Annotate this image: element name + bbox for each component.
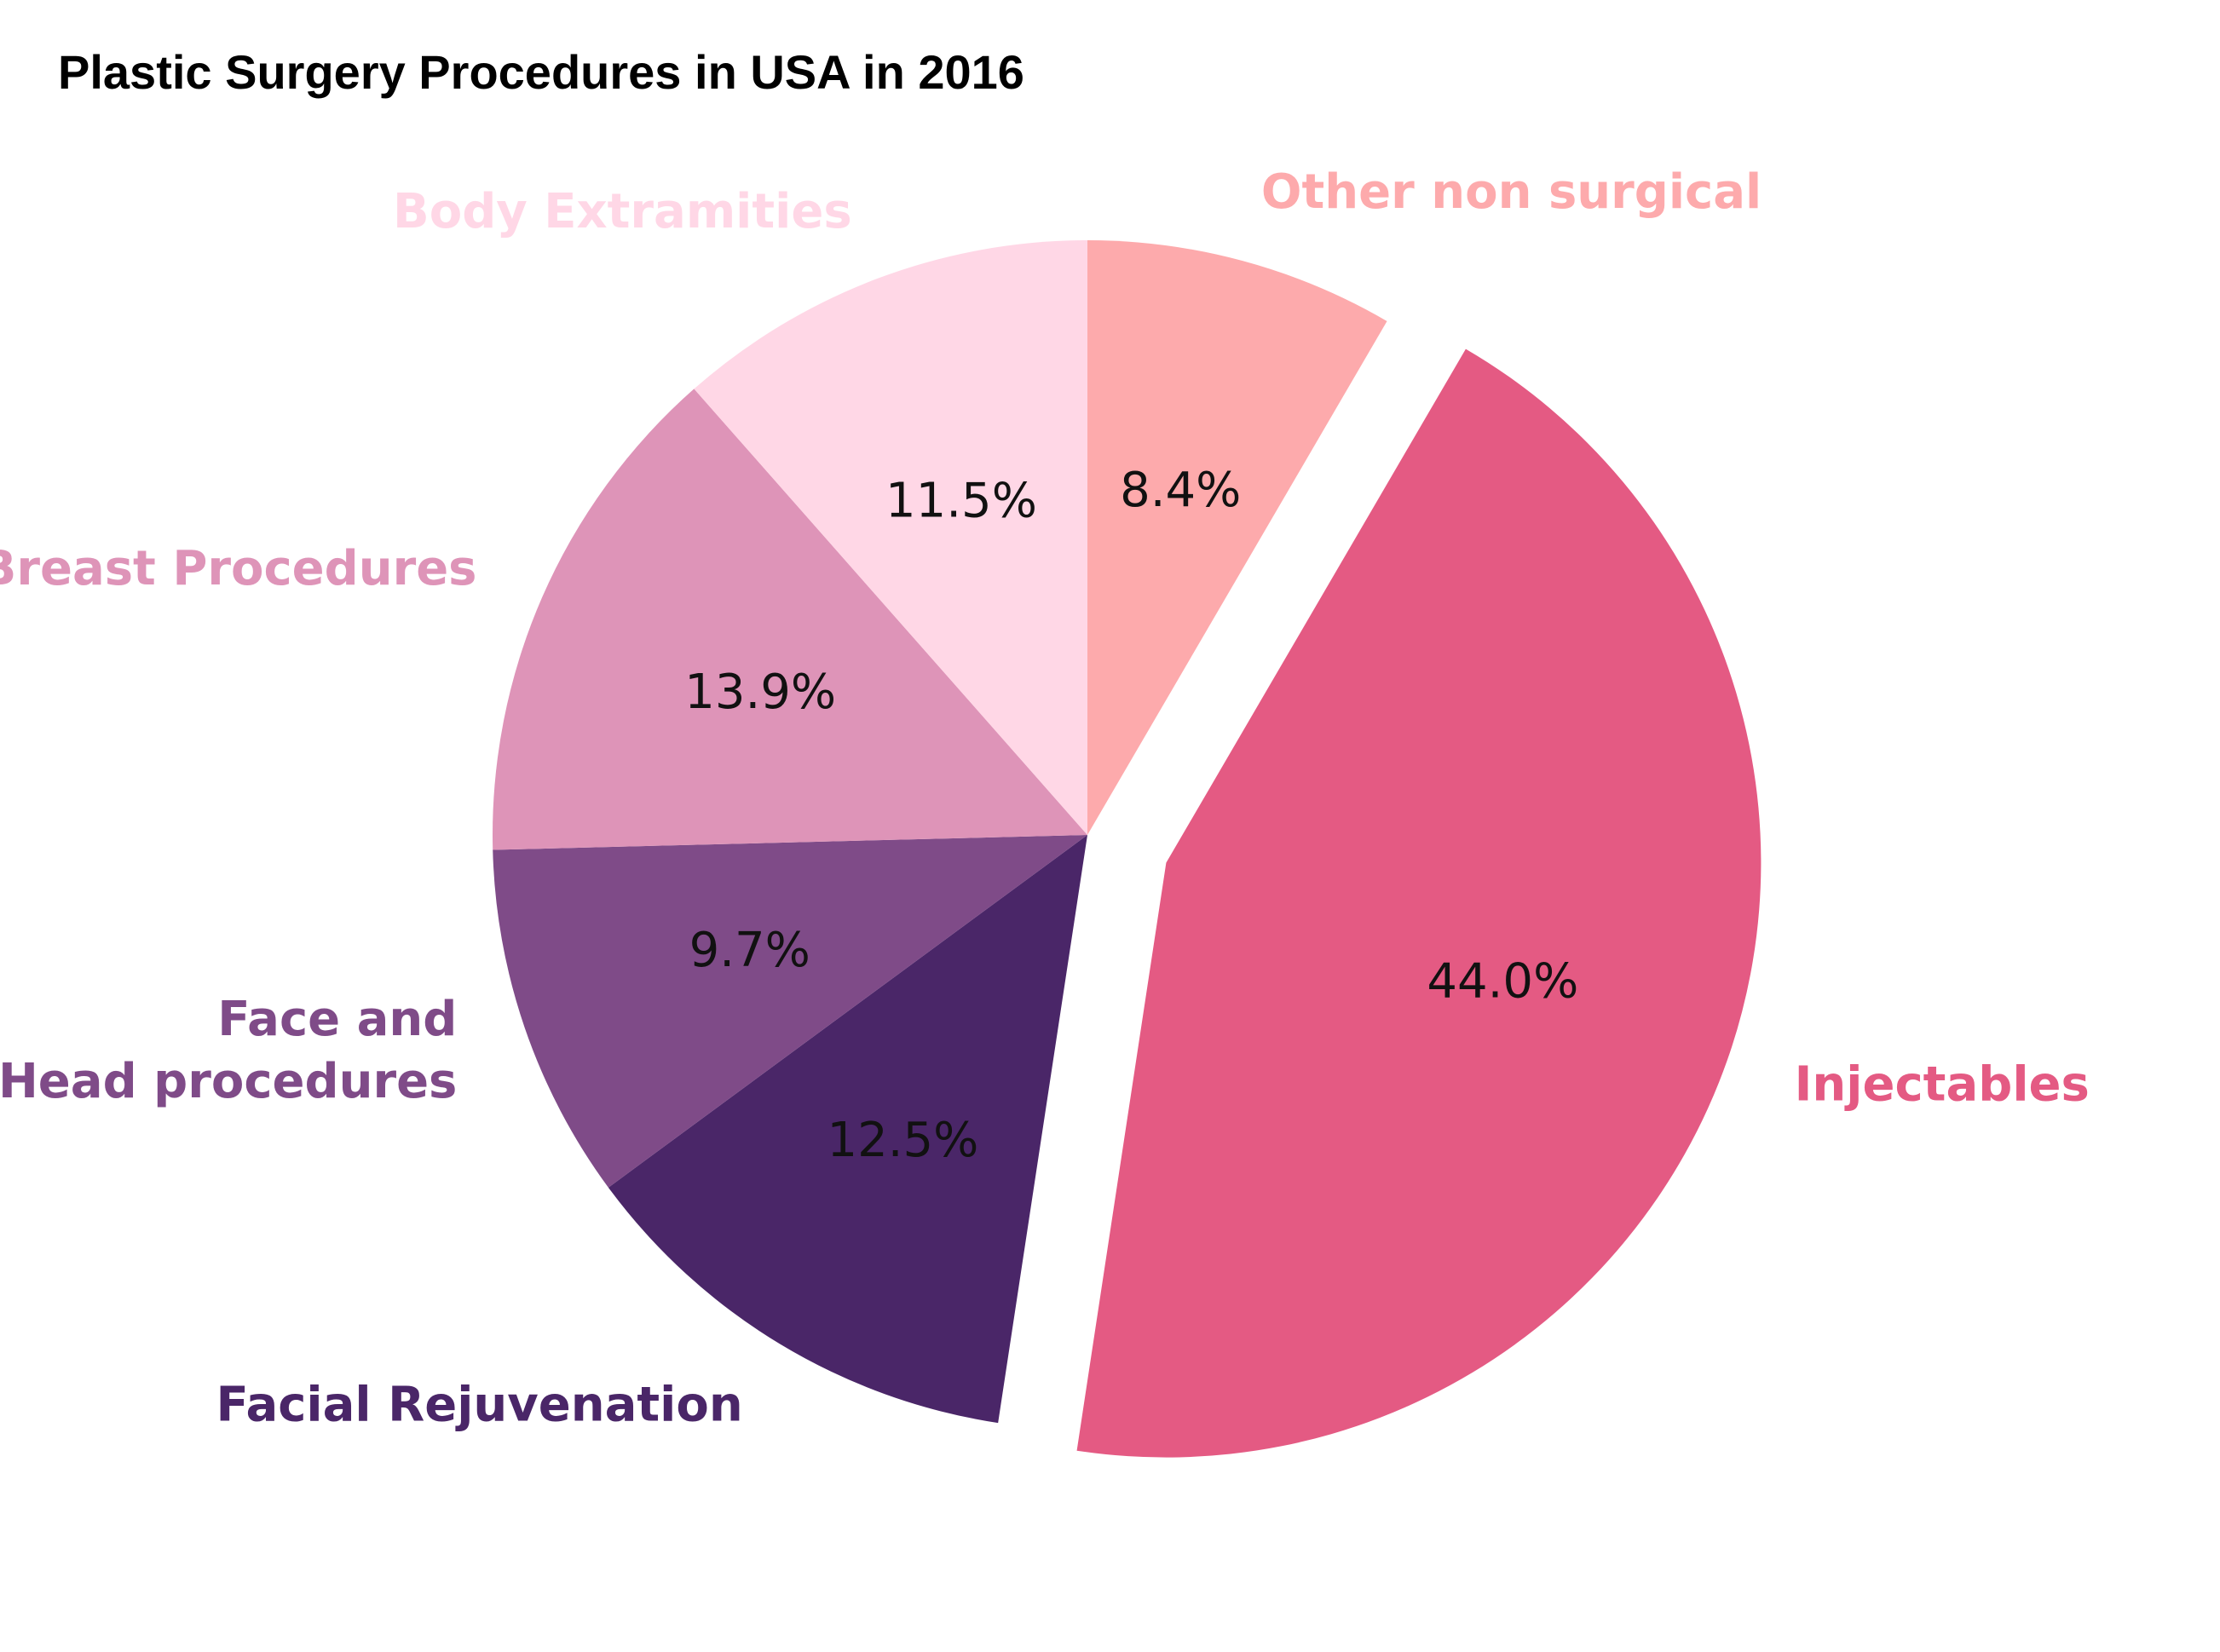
category-label-body-extramities: Body Extramities: [393, 184, 852, 239]
pct-label-body-extramities: 11.5%: [885, 474, 1037, 529]
pie-slice-injectables: [1076, 348, 1762, 1458]
category-label-line: Injectables: [1795, 1056, 2090, 1112]
category-label-line: Facial Rejuvenation: [216, 1378, 742, 1433]
category-label-breast-procedures: Breast Procedures: [0, 541, 477, 596]
pct-label-face-and-head-procedures: 9.7%: [689, 923, 810, 978]
category-label-other-non-surgical: Other non surgical: [1261, 164, 1762, 220]
category-label-line: Face and: [217, 992, 457, 1047]
category-label-line: Breast Procedures: [0, 541, 477, 596]
chart-title: Plastic Surgery Procedures in USA in 201…: [58, 45, 1024, 99]
category-label-line: Other non surgical: [1261, 164, 1762, 220]
category-label-line: Head procedures: [0, 1054, 457, 1109]
category-label-facial-rejuvenation: Facial Rejuvenation: [216, 1378, 742, 1433]
pie-slice-breast-procedures: [493, 389, 1087, 850]
pie-slice-face-and-head-procedures: [493, 835, 1087, 1188]
pct-label-other-non-surgical: 8.4%: [1120, 463, 1241, 518]
pie-slices: [493, 240, 1762, 1458]
pct-label-facial-rejuvenation: 12.5%: [827, 1113, 978, 1168]
category-label-face-and-head-procedures: Face and Head procedures: [0, 992, 457, 1109]
pie-slice-facial-rejuvenation: [608, 835, 1087, 1424]
pie-slice-body-extramities: [694, 240, 1087, 835]
pct-label-breast-procedures: 13.9%: [684, 665, 836, 720]
pct-label-injectables: 44.0%: [1427, 954, 1578, 1010]
pie-labels: 8.4% Other non surgical 44.0% Injectables 12…: [0, 164, 2090, 1433]
pie-slice-other-non-surgical: [1087, 240, 1387, 835]
category-label-injectables: Injectables: [1795, 1056, 2090, 1112]
category-label-line: Body Extramities: [393, 184, 852, 239]
